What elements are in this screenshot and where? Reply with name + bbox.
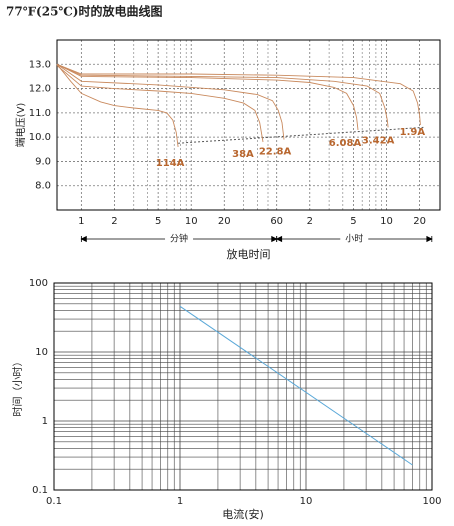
x-tick-label: 10 xyxy=(380,216,393,227)
series-line xyxy=(56,65,264,143)
series-label: 22.8A xyxy=(259,147,292,158)
chart-title: 77℉(25℃)时的放电曲线图 xyxy=(6,4,162,19)
x-tick-label: 10 xyxy=(185,216,198,227)
y-tick-label: 9.0 xyxy=(35,156,51,167)
y-tick-label: 12.0 xyxy=(29,84,51,95)
plot-frame xyxy=(56,39,441,211)
x-tick-label: 100 xyxy=(422,496,441,507)
x-axis-label: 放电时间 xyxy=(227,247,271,261)
x-tick-label: 60 xyxy=(270,216,283,227)
x-tick-label: 5 xyxy=(155,216,161,227)
y-tick-label: 1 xyxy=(42,416,48,427)
plot-area xyxy=(54,283,432,490)
x-tick-label: 1 xyxy=(177,496,183,507)
x-tick-label: 2 xyxy=(111,216,117,227)
series-label: 114A xyxy=(156,158,185,169)
y-tick-label: 8.0 xyxy=(35,181,51,192)
y-axis-label: 时间（小时） xyxy=(11,357,24,417)
y-tick-label: 100 xyxy=(29,278,48,289)
end-voltage-line xyxy=(178,126,424,144)
x-axis-label: 电流(安) xyxy=(222,507,264,521)
span-arrow xyxy=(275,235,283,243)
span-label: 小时 xyxy=(345,233,363,245)
series-line xyxy=(56,63,389,128)
x-tick-label: 20 xyxy=(218,216,231,227)
x-tick-label: 1 xyxy=(78,216,84,227)
y-axis-label: 端电压(V) xyxy=(14,103,27,148)
span-label: 分钟 xyxy=(170,233,188,245)
series-label: 1.9A xyxy=(400,127,426,138)
series-line xyxy=(179,305,413,466)
series-label: 38A xyxy=(232,149,254,160)
span-label-bg xyxy=(165,233,194,245)
span-arrow xyxy=(80,235,87,243)
series-line xyxy=(56,63,359,130)
span-label-bg xyxy=(340,233,369,245)
series-line xyxy=(56,63,285,140)
y-tick-label: 10 xyxy=(35,347,48,358)
x-tick-label: 10 xyxy=(300,496,313,507)
x-tick-label: 20 xyxy=(413,216,426,227)
span-arrow xyxy=(426,235,433,243)
x-tick-label: 2 xyxy=(307,216,313,227)
y-tick-label: 10.0 xyxy=(29,132,51,143)
series-label: 3.42A xyxy=(362,135,395,146)
y-tick-label: 13.0 xyxy=(29,59,51,70)
x-tick-label: 5 xyxy=(350,216,356,227)
series-label: 6.08A xyxy=(329,138,362,149)
plot-frame xyxy=(53,282,433,491)
y-tick-label: 11.0 xyxy=(29,108,51,119)
series-line xyxy=(56,64,179,147)
x-tick-label: 0.1 xyxy=(46,496,62,507)
series-line xyxy=(56,63,421,126)
y-tick-label: 0.1 xyxy=(32,485,48,496)
